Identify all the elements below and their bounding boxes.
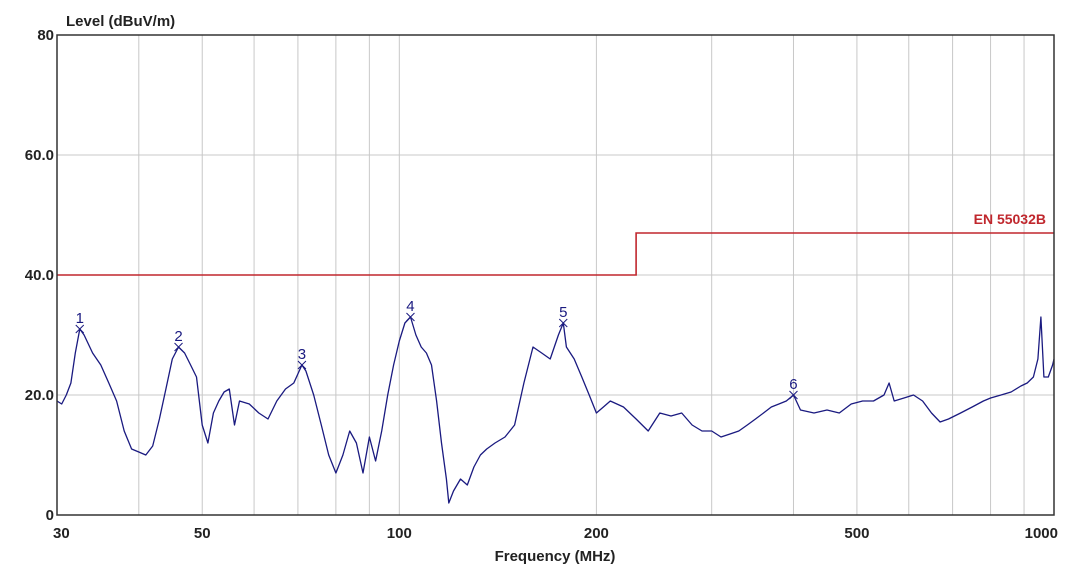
x-tick-label-50: 50 <box>194 525 211 542</box>
marker-label-4: 4 <box>406 298 414 315</box>
y-tick-label-80: 80 <box>37 27 54 44</box>
x-tick-label-1000: 1000 <box>1025 525 1058 542</box>
limit-line-label: EN 55032B <box>974 211 1046 227</box>
grid-lines <box>57 35 1054 515</box>
series-line-0 <box>56 316 1055 504</box>
marker-point-6 <box>789 390 798 400</box>
y-tick-label-0: 0 <box>46 507 54 524</box>
marker-label-1: 1 <box>76 310 84 327</box>
trace-group <box>56 316 1055 504</box>
y-tick-labels: 0 20.0 40.0 60.0 80 <box>25 27 54 524</box>
y-tick-label-20: 20.0 <box>25 387 54 404</box>
marker-label-2: 2 <box>174 328 182 345</box>
limit-line <box>57 232 1054 276</box>
marker-point-2 <box>174 342 183 352</box>
x-tick-label-30: 30 <box>53 525 70 542</box>
markers-group: 1 2 3 4 5 6 <box>75 298 798 400</box>
y-tick-label-40: 40.0 <box>25 267 54 284</box>
limit-line-group <box>57 232 1054 276</box>
marker-point-5 <box>558 318 568 328</box>
x-tick-label-500: 500 <box>844 525 869 542</box>
marker-point-1 <box>75 324 85 334</box>
marker-label-5: 5 <box>559 304 567 321</box>
marker-label-3: 3 <box>298 346 306 363</box>
y-axis-title: Level (dBuV/m) <box>66 13 175 30</box>
x-tick-labels: 30 50 100 200 500 1000 <box>53 525 1058 542</box>
x-axis-title: Frequency (MHz) <box>495 548 616 565</box>
x-tick-label-100: 100 <box>387 525 412 542</box>
marker-label-6: 6 <box>789 376 797 393</box>
plot-frame <box>56 34 1055 516</box>
x-tick-label-200: 200 <box>584 525 609 542</box>
marker-point-4 <box>406 312 415 322</box>
y-tick-label-60: 60.0 <box>25 147 54 164</box>
marker-point-3 <box>297 360 307 370</box>
